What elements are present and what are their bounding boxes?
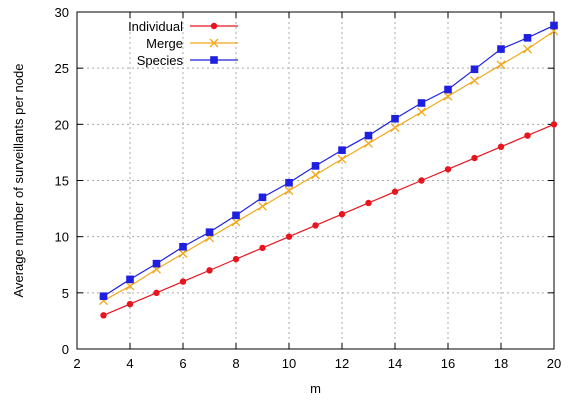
x-tick-label: 2 — [73, 356, 80, 371]
data-point — [496, 60, 506, 70]
data-point — [126, 300, 134, 308]
x-tick-label: 12 — [335, 356, 349, 371]
legend-label: Individual — [128, 19, 183, 34]
data-point — [285, 178, 293, 187]
data-point — [126, 275, 134, 284]
x-axis-title: m — [310, 381, 321, 396]
x-tick-label: 4 — [126, 356, 133, 371]
data-point — [179, 242, 187, 251]
data-point — [205, 228, 214, 236]
data-point — [311, 162, 320, 170]
data-point — [210, 22, 218, 30]
y-axis-title: Average number of surveillants per node — [11, 64, 26, 298]
data-point — [179, 278, 187, 285]
data-point — [206, 267, 213, 274]
data-point — [470, 76, 479, 85]
data-point — [418, 177, 425, 184]
data-point — [337, 154, 347, 164]
data-point — [338, 211, 346, 218]
data-point — [550, 121, 558, 128]
legend: Individual Merge Species — [128, 19, 238, 68]
data-point — [444, 166, 452, 173]
data-point — [550, 21, 558, 30]
x-tick-label: 18 — [494, 356, 508, 371]
data-point — [338, 146, 346, 154]
data-point — [232, 255, 240, 263]
data-point — [524, 132, 531, 139]
series-line — [103, 30, 555, 302]
data-point — [99, 292, 108, 301]
data-point — [471, 154, 478, 162]
x-tick-label: 16 — [441, 356, 455, 371]
data-point — [497, 45, 505, 53]
y-tick-label: 0 — [62, 342, 69, 357]
series-merge — [99, 26, 559, 306]
data-point — [417, 99, 426, 107]
x-tick-label: 20 — [547, 356, 561, 371]
data-point — [209, 38, 219, 48]
x-tick-label: 10 — [282, 356, 296, 371]
data-point — [312, 222, 319, 229]
x-tick-label: 6 — [179, 356, 186, 371]
data-point — [259, 244, 266, 252]
x-tick-label: 8 — [232, 356, 239, 371]
series-species — [99, 21, 558, 301]
data-point — [231, 217, 241, 227]
grid — [77, 12, 554, 349]
data-point — [444, 85, 452, 94]
data-point — [365, 199, 372, 207]
x-tick-label: 14 — [388, 356, 402, 371]
data-point — [100, 312, 107, 319]
series-line — [103, 123, 555, 316]
data-point — [258, 201, 267, 211]
data-point — [153, 289, 160, 297]
axes: 2 4 6 8 10 12 14 16 18 20 0 5 10 15 20 25 30 — [55, 5, 562, 371]
y-tick-label: 15 — [55, 174, 69, 189]
data-point — [523, 34, 532, 42]
data-point — [311, 170, 320, 180]
data-point — [364, 138, 373, 148]
data-point — [390, 123, 400, 133]
data-point — [523, 44, 532, 54]
data-point — [391, 114, 399, 123]
data-point — [417, 107, 426, 117]
data-point — [258, 193, 267, 202]
legend-swatch — [190, 22, 238, 30]
data-point — [364, 131, 373, 140]
legend-swatch — [190, 38, 238, 48]
y-tick-label: 5 — [62, 286, 69, 301]
data-point — [178, 249, 188, 258]
y-tick-label: 20 — [55, 117, 69, 132]
y-tick-label: 25 — [55, 61, 69, 76]
data-point — [470, 65, 479, 74]
data-point — [391, 188, 399, 195]
series-group — [99, 21, 559, 319]
legend-label: Species — [137, 53, 184, 68]
data-point — [232, 211, 240, 220]
data-point — [443, 91, 453, 101]
data-point — [497, 143, 505, 150]
series-individual — [100, 121, 558, 319]
data-point — [210, 56, 218, 64]
y-tick-label: 10 — [55, 230, 69, 245]
data-point — [152, 259, 161, 268]
data-point — [125, 281, 135, 291]
series-line — [103, 24, 555, 297]
y-tick-label: 30 — [55, 5, 69, 20]
data-point — [284, 186, 294, 196]
legend-swatch — [190, 56, 238, 64]
data-point — [285, 233, 293, 240]
legend-label: Merge — [146, 36, 183, 51]
